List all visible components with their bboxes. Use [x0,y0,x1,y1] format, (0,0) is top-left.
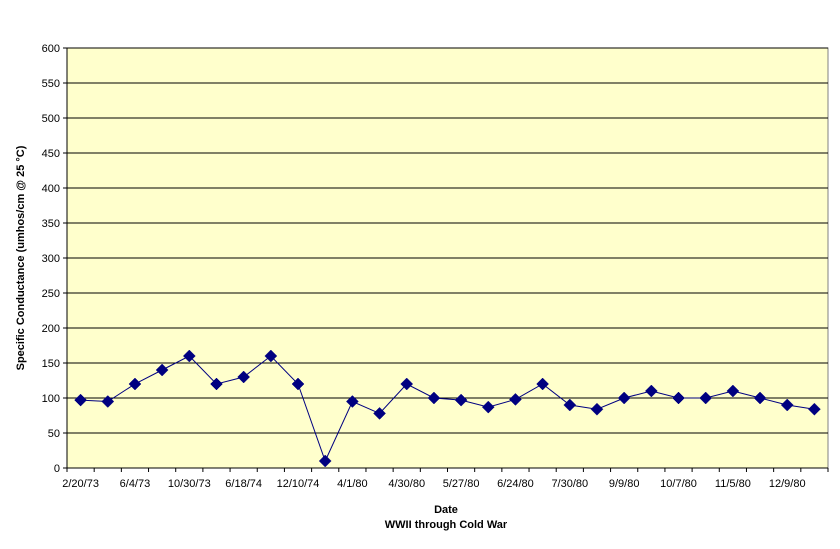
data-point [454,393,468,407]
data-point [617,391,631,405]
data-point [780,398,794,412]
data-point [210,377,223,391]
y-axis-ticks: 0 50 100 150 200 250 300 350 400 450 500 550 600 [42,43,67,475]
data-point [753,391,767,405]
x-tick-label: 10/30/73 [168,478,211,490]
x-tick-label: 6/18/74 [225,478,262,490]
data-point [346,395,359,408]
data-point [74,393,87,407]
data-point [237,370,251,384]
x-tick-label: 6/4/73 [120,478,151,490]
data-point [481,400,495,414]
gridlines [67,47,828,434]
x-tick-label: 12/9/80 [769,478,806,490]
y-tick-label: 450 [42,148,60,160]
x-tick-label: 11/5/80 [715,478,751,490]
data-point [536,377,549,391]
x-tick-label: 7/30/80 [551,478,588,490]
y-tick-label: 250 [42,288,60,300]
y-tick-label: 50 [48,428,60,440]
data-point [427,391,441,405]
x-tick-label: 6/24/80 [497,478,534,490]
data-point [291,377,305,391]
y-tick-label: 0 [54,463,60,475]
data-point [672,391,685,405]
data-point [128,377,142,391]
data-point [373,407,386,420]
data-point [726,384,740,398]
data-point [318,454,332,468]
x-tick-label: 4/1/80 [337,478,368,490]
data-point [644,384,658,398]
y-tick-label: 350 [42,218,60,230]
x-tick-label: 2/20/73 [62,478,99,490]
data-point [182,349,196,363]
y-tick-label: 550 [42,78,60,90]
data-point [808,402,821,416]
series-line [80,355,815,463]
y-tick-label: 150 [42,358,60,370]
data-point [101,395,115,408]
x-axis-label: Date [434,504,458,516]
data-point [264,349,278,363]
x-axis-ticks: 2/20/73 6/4/73 10/30/73 6/18/74 12/10/74 4/1/… [62,468,829,490]
y-tick-label: 100 [42,393,60,405]
x-tick-label: 5/27/80 [443,478,480,490]
y-axis-label: Specific Conductance (umhos/cm @ 25 °C) [15,145,27,370]
data-point [590,402,604,416]
x-tick-label: 9/9/80 [609,478,640,490]
data-point [563,398,577,412]
y-tick-label: 600 [42,43,60,55]
data-point [400,377,414,391]
y-tick-label: 500 [42,113,60,125]
y-tick-label: 200 [42,323,60,335]
y-tick-label: 400 [42,183,60,195]
x-tick-label: 12/10/74 [277,478,320,490]
y-tick-label: 300 [42,253,60,265]
data-point [509,393,522,406]
data-point [699,391,713,405]
x-tick-label: 4/30/80 [388,478,425,490]
x-axis-sublabel: WWII through Cold War [385,519,508,531]
x-tick-label: 10/7/80 [660,478,697,490]
series-0 [74,349,821,468]
data-point [155,363,169,377]
